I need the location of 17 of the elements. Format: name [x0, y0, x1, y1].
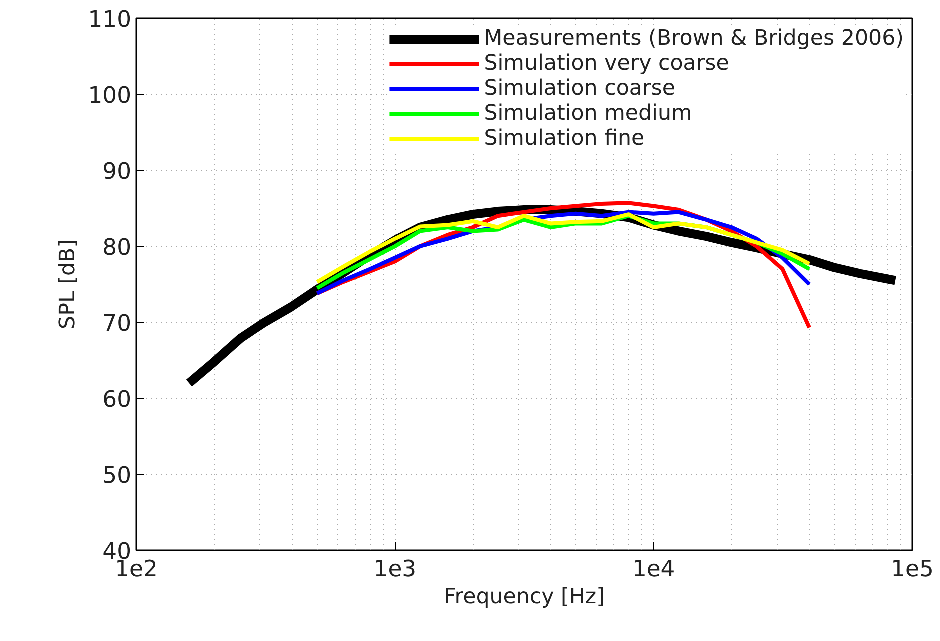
x-tick-label: 1e4 — [632, 556, 676, 582]
y-tick-label: 110 — [88, 7, 132, 33]
legend-label: Simulation fine — [484, 126, 645, 151]
x-axis-title: Frequency [Hz] — [444, 584, 605, 610]
legend-label: Simulation very coarse — [484, 51, 730, 76]
legend-label: Simulation medium — [484, 101, 692, 126]
y-tick-label: 100 — [88, 83, 132, 109]
x-tick-label: 1e3 — [374, 556, 417, 582]
y-tick-label: 70 — [102, 311, 132, 337]
legend-label: Measurements (Brown & Bridges 2006) — [484, 26, 904, 51]
y-tick-label: 50 — [102, 463, 132, 489]
y-tick-label: 60 — [102, 387, 132, 413]
legend-label: Simulation coarse — [484, 76, 676, 101]
y-axis-title: SPL [dB] — [55, 240, 80, 330]
x-tick-label: 1e5 — [891, 556, 934, 582]
y-tick-label: 90 — [102, 159, 132, 185]
y-tick-label: 80 — [102, 235, 132, 261]
